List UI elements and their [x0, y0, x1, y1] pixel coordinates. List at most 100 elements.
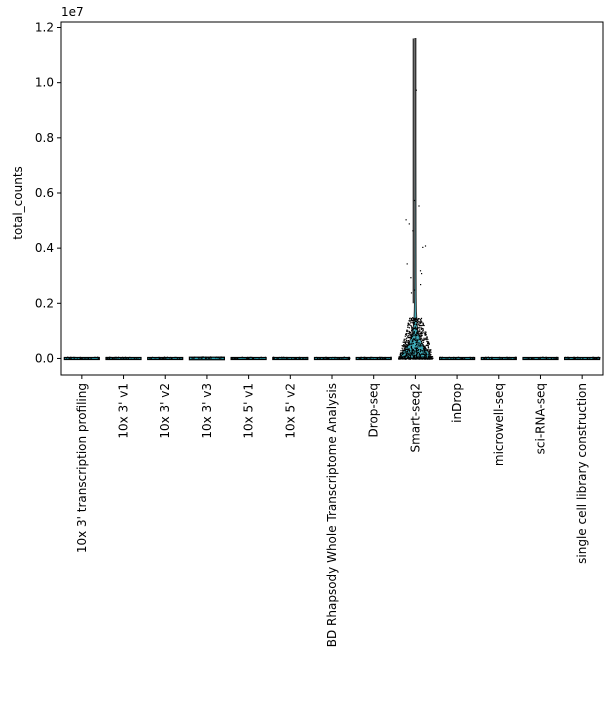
data-point: [406, 354, 408, 357]
data-point: [273, 357, 275, 359]
data-point: [76, 357, 78, 359]
data-point: [407, 330, 409, 332]
data-point: [411, 348, 413, 350]
data-point: [422, 330, 424, 332]
data-point: [555, 357, 557, 359]
data-point: [411, 335, 413, 337]
data-point: [415, 335, 417, 337]
data-point: [401, 357, 404, 359]
data-point: [272, 356, 275, 358]
data-point: [425, 333, 427, 335]
data-point: [390, 356, 392, 358]
data-point: [598, 357, 600, 359]
data-point: [430, 350, 432, 352]
data-point: [411, 319, 414, 322]
data-point: [411, 350, 413, 352]
data-point: [205, 356, 207, 358]
data-point: [427, 342, 429, 344]
data-point: [334, 357, 336, 359]
data-point: [166, 356, 168, 358]
data-point: [427, 342, 429, 344]
data-point: [412, 324, 415, 326]
data-point: [422, 324, 424, 326]
data-point: [405, 340, 407, 342]
data-point: [589, 357, 591, 359]
data-point: [500, 357, 502, 359]
data-point: [404, 345, 406, 347]
data-point: [416, 350, 418, 352]
data-point: [404, 335, 406, 337]
data-point: [403, 352, 405, 354]
data-point: [363, 357, 365, 359]
outlier-point: [421, 273, 423, 275]
data-point: [410, 335, 412, 337]
data-point: [405, 354, 407, 356]
data-point: [527, 357, 529, 359]
data-point: [424, 349, 426, 351]
data-point: [424, 334, 426, 336]
data-point: [404, 341, 406, 343]
data-point: [498, 356, 501, 358]
data-point: [155, 357, 158, 359]
data-point: [413, 321, 415, 324]
data-point: [409, 352, 411, 354]
data-point: [283, 357, 285, 359]
data-point: [510, 357, 512, 359]
data-point: [410, 333, 412, 335]
data-point: [412, 349, 414, 351]
violin-smart-seq2: [399, 38, 431, 359]
data-point: [206, 357, 208, 359]
data-point: [544, 357, 546, 359]
data-point: [404, 342, 406, 344]
data-point: [408, 348, 410, 350]
data-point: [420, 349, 422, 351]
data-point: [408, 341, 411, 343]
data-point: [409, 318, 411, 320]
data-point: [341, 357, 343, 359]
data-point: [420, 336, 422, 338]
data-point: [412, 358, 414, 360]
data-point: [411, 327, 413, 330]
data-point: [421, 321, 423, 323]
data-point: [545, 356, 547, 358]
data-point: [403, 356, 405, 358]
outlier-point: [419, 270, 422, 272]
data-point: [453, 357, 455, 359]
data-point: [425, 338, 427, 340]
data-point: [237, 357, 239, 359]
data-point: [427, 348, 429, 351]
data-point: [422, 322, 424, 324]
data-point: [408, 344, 410, 346]
x-tick-label: 10x 3' v3: [200, 383, 214, 439]
data-point: [197, 357, 200, 359]
data-point: [317, 357, 319, 359]
data-point: [402, 358, 404, 360]
data-point: [326, 357, 328, 359]
outlier-point: [415, 89, 417, 91]
data-point: [410, 336, 412, 339]
data-point: [483, 357, 485, 359]
data-point: [554, 357, 556, 359]
data-point: [349, 357, 351, 359]
data-point: [403, 347, 405, 349]
data-point: [215, 357, 217, 359]
data-point: [387, 357, 390, 359]
data-point: [406, 329, 408, 331]
data-point: [592, 357, 594, 359]
data-point: [276, 357, 278, 359]
data-point: [405, 344, 407, 346]
data-point: [439, 356, 441, 358]
data-point: [410, 352, 412, 354]
data-point: [298, 356, 301, 358]
data-point: [406, 330, 408, 332]
data-point: [420, 337, 422, 339]
data-point: [338, 357, 340, 359]
data-point: [421, 338, 423, 340]
data-point: [411, 321, 413, 323]
data-point: [415, 348, 417, 350]
data-point: [402, 350, 404, 352]
data-point: [248, 357, 250, 359]
data-point: [110, 356, 112, 359]
data-point: [291, 357, 293, 359]
